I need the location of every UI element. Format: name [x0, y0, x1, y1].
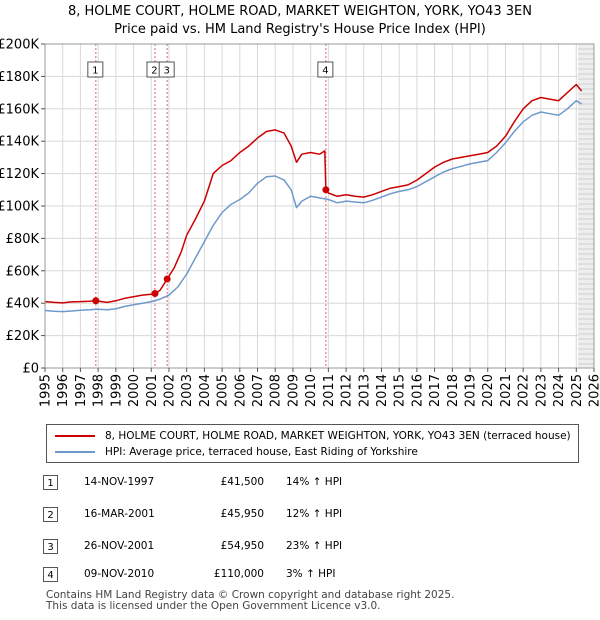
y-tick-label: £20K	[6, 329, 40, 344]
property-price-line	[44, 83, 583, 304]
x-tick-label: 2013	[357, 374, 372, 407]
y-tick-label: £40K	[6, 297, 40, 312]
x-tick-label: 2006	[233, 374, 248, 407]
sale-row-4: 4 09-NOV-2010 £110,000 3% ↑ HPI	[0, 566, 600, 586]
legend-label-hpi: HPI: Average price, terraced house, East…	[105, 446, 418, 458]
y-tick-label: £140K	[0, 135, 39, 150]
x-tick-label: 2022	[517, 374, 532, 407]
sale-row-3: 3 26-NOV-2001 £54,950 23% ↑ HPI	[0, 538, 600, 558]
y-tick-label: £120K	[0, 167, 39, 182]
sale-marker-badge-1	[87, 61, 104, 78]
sale-price: £45,950	[220, 508, 264, 520]
x-tick-label: 2018	[446, 374, 461, 407]
sale-hpi-change: 14% ↑ HPI	[286, 476, 343, 488]
footer-line-2: This data is licensed under the Open Gov…	[46, 600, 381, 612]
x-tick-label: 2001	[145, 374, 160, 407]
x-tick-label: 2000	[127, 374, 142, 407]
x-tick-label: 1999	[109, 374, 124, 407]
y-tick-label: £80K	[6, 232, 40, 247]
x-tick-label: 2014	[375, 374, 390, 407]
x-tick-label: 2023	[534, 374, 549, 407]
sale-badge: 3	[43, 539, 58, 554]
x-tick-label: 2025	[570, 374, 585, 407]
footer-line-1: Contains HM Land Registry data © Crown c…	[46, 589, 455, 601]
sale-date: 09-NOV-2010	[84, 568, 155, 580]
y-tick-label: £100K	[0, 200, 39, 215]
x-tick-label: 2011	[322, 374, 337, 407]
grid-layer	[44, 43, 595, 369]
x-tick-label: 2015	[393, 374, 408, 407]
y-axis-ticks: £0 £20K £40K £60K £80K £100K £120K £140K £160K £1…	[0, 38, 45, 377]
hpi-line	[44, 99, 582, 313]
x-tick-label: 2012	[340, 374, 355, 407]
sale-marker-1	[92, 297, 100, 305]
y-tick-label: £200K	[0, 38, 39, 53]
x-tick-label: 2008	[269, 374, 284, 407]
sale-marker-2	[151, 290, 159, 298]
sale-date: 14-NOV-1997	[84, 476, 155, 488]
x-tick-label: 2016	[410, 374, 425, 407]
x-tick-label: 2007	[251, 374, 266, 407]
sale-row-2: 2 16-MAR-2001 £45,950 12% ↑ HPI	[0, 506, 600, 526]
x-tick-label: 1996	[56, 374, 71, 407]
sale-badge: 2	[43, 507, 58, 522]
series-lines	[44, 83, 583, 313]
x-axis-ticks: 1995 1996 1997 1998 1999 2000 2001 2002 2003 2004…	[39, 368, 600, 407]
chart-title-line2: Price paid vs. HM Land Registry's House …	[114, 22, 486, 37]
x-tick-label: 2024	[552, 374, 567, 407]
sale-price: £110,000	[213, 568, 264, 580]
x-tick-label: 2019	[464, 374, 479, 407]
x-tick-label: 2004	[198, 374, 213, 407]
sale-marker-badge-3	[158, 61, 175, 78]
sale-marker-3	[163, 275, 171, 283]
y-tick-label: £0	[22, 362, 39, 377]
sale-hpi-change: 3% ↑ HPI	[286, 568, 336, 580]
future-region	[578, 43, 594, 368]
sale-price: £54,950	[220, 540, 264, 552]
sale-date-lines	[95, 44, 327, 368]
x-tick-label: 2017	[428, 374, 443, 407]
sale-marker-badge-label-1: 1	[92, 66, 98, 77]
legend-line-property	[55, 435, 95, 437]
sale-marker-4	[322, 186, 330, 194]
x-tick-label: 1997	[74, 374, 89, 407]
chart-title-line1: 8, HOLME COURT, HOLME ROAD, MARKET WEIGH…	[68, 4, 532, 19]
x-tick-label: 2003	[180, 374, 195, 407]
sale-badge: 4	[43, 567, 58, 582]
sale-marker-badge-label-3: 3	[164, 66, 170, 77]
legend-line-hpi	[55, 451, 95, 453]
x-tick-label: 1998	[92, 374, 107, 407]
sale-hpi-change: 12% ↑ HPI	[286, 508, 343, 520]
x-tick-label: 2005	[216, 374, 231, 407]
sale-badge: 1	[43, 475, 58, 490]
x-tick-label: 2021	[499, 374, 514, 407]
x-tick-label: 2020	[481, 374, 496, 407]
x-tick-label: 2009	[286, 374, 301, 407]
y-tick-label: £160K	[0, 102, 39, 117]
sale-row-1: 1 14-NOV-1997 £41,500 14% ↑ HPI	[0, 474, 600, 494]
legend-label-property: 8, HOLME COURT, HOLME ROAD, MARKET WEIGH…	[105, 430, 571, 442]
sale-date: 26-NOV-2001	[84, 540, 155, 552]
sale-marker-badge-label-2: 2	[151, 66, 157, 77]
x-tick-label: 2026	[588, 374, 600, 407]
legend-item-hpi: HPI: Average price, terraced house, East…	[55, 444, 418, 460]
x-tick-label: 1995	[39, 374, 54, 407]
sale-price: £41,500	[220, 476, 264, 488]
x-tick-label: 2010	[304, 374, 319, 407]
sale-hpi-change: 23% ↑ HPI	[286, 540, 343, 552]
chart-legend: 8, HOLME COURT, HOLME ROAD, MARKET WEIGH…	[46, 424, 579, 463]
legend-item-property: 8, HOLME COURT, HOLME ROAD, MARKET WEIGH…	[55, 428, 571, 444]
x-tick-label: 2002	[162, 374, 177, 407]
sale-marker-badge-label-4: 4	[322, 66, 328, 77]
sale-marker-badge-4	[317, 61, 334, 78]
y-tick-label: £180K	[0, 70, 39, 85]
y-tick-label: £60K	[6, 264, 40, 279]
sale-date: 16-MAR-2001	[84, 508, 155, 520]
future-region-fill	[578, 44, 594, 368]
footer-attribution: Contains HM Land Registry data © Crown c…	[46, 590, 454, 612]
